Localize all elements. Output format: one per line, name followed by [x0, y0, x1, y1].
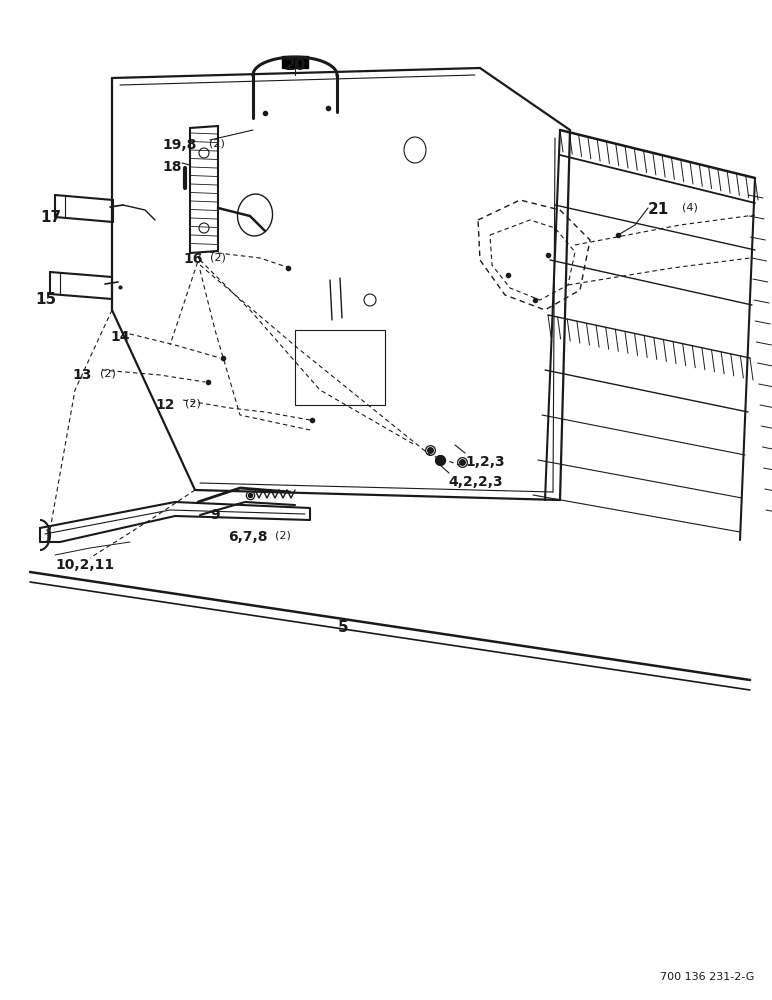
Text: (2): (2)	[210, 252, 226, 262]
Text: 12: 12	[155, 398, 174, 412]
Text: 18: 18	[162, 160, 181, 174]
Text: 13: 13	[72, 368, 91, 382]
Text: 700 136 231-2-G: 700 136 231-2-G	[659, 972, 754, 982]
Text: 10,2,11: 10,2,11	[55, 558, 114, 572]
Text: (2): (2)	[209, 138, 225, 148]
Text: 17: 17	[40, 210, 61, 225]
Text: (2): (2)	[275, 530, 291, 540]
Text: (2): (2)	[100, 368, 116, 378]
Text: 16: 16	[183, 252, 202, 266]
Text: 19,8: 19,8	[162, 138, 196, 152]
Text: 9: 9	[210, 508, 219, 522]
Text: 15: 15	[35, 292, 56, 307]
Text: 5: 5	[338, 620, 349, 635]
Bar	[282, 56, 308, 68]
Text: (2): (2)	[185, 398, 201, 408]
Text: 1,2,3: 1,2,3	[465, 455, 505, 469]
Text: (4): (4)	[682, 202, 698, 212]
Text: 14: 14	[110, 330, 130, 344]
Text: 20: 20	[285, 58, 306, 73]
Text: 4,2,2,3: 4,2,2,3	[448, 475, 503, 489]
Text: 6,7,8: 6,7,8	[228, 530, 268, 544]
Text: 21: 21	[648, 202, 669, 217]
